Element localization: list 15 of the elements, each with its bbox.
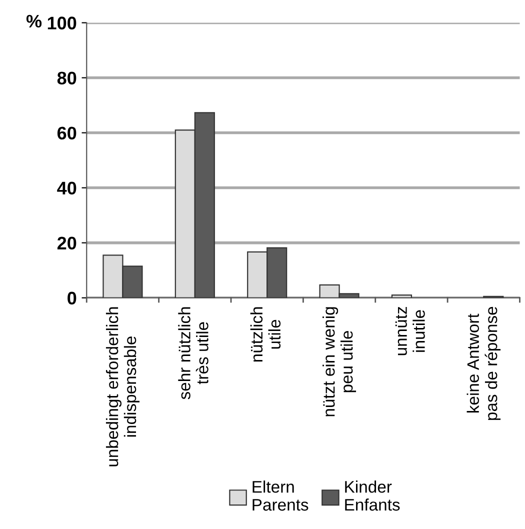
y-tick-label: 40 [57,182,76,195]
x-tick-label: unnütz inutile [395,306,425,356]
x-tick-label: nützlich utile [250,307,281,362]
y-tick-label: 60 [57,126,76,140]
y-tick-label: 80 [57,72,76,84]
legend-label: Kinder Enfants [345,480,400,511]
x-tick-label: nützt ein wenig peu utile [322,307,356,416]
bar [391,294,412,298]
y-tick-label: 20 [57,236,76,250]
x-tick-label: unbedingt erforderlich indispensable [106,307,140,466]
y-axis-title: % [26,14,42,28]
legend-label: Eltern Parents [252,480,308,511]
x-tick-label: keine Antwort pas de réponse [466,306,501,420]
y-tick-label: 100 [48,16,76,30]
y-tick-label: 0 [68,292,76,305]
